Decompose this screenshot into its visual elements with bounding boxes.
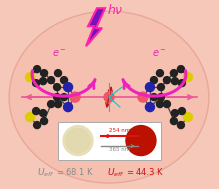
Text: $U_{eff}$: $U_{eff}$ [107,166,125,179]
Circle shape [171,78,178,85]
Circle shape [26,113,35,122]
FancyBboxPatch shape [58,122,161,160]
Circle shape [145,103,154,112]
Circle shape [70,92,80,102]
Ellipse shape [9,11,209,183]
Circle shape [40,78,47,85]
Circle shape [61,77,67,84]
Circle shape [157,84,164,91]
Circle shape [26,73,35,82]
Circle shape [41,70,48,77]
Text: 254 nm: 254 nm [109,129,130,133]
Text: $e^-$: $e^-$ [52,48,67,59]
Circle shape [156,70,163,77]
Circle shape [170,70,177,77]
Circle shape [177,66,184,73]
Circle shape [64,83,72,92]
Circle shape [54,84,61,91]
Circle shape [66,129,90,153]
Text: $U_{eff}$: $U_{eff}$ [37,166,55,179]
Text: $h\nu$: $h\nu$ [107,3,124,17]
Circle shape [138,92,148,102]
Circle shape [171,110,178,117]
Circle shape [150,77,157,84]
Text: $= 44.3\ \mathrm{K}$: $= 44.3\ \mathrm{K}$ [125,166,164,177]
Circle shape [41,118,48,125]
Text: $= 68.1\ \mathrm{K}$: $= 68.1\ \mathrm{K}$ [55,166,94,177]
Circle shape [33,80,40,87]
Circle shape [145,83,154,92]
Circle shape [33,108,40,115]
Circle shape [55,70,62,77]
Circle shape [104,92,114,102]
Circle shape [48,101,55,108]
Circle shape [178,108,185,115]
Circle shape [163,77,170,84]
Circle shape [126,125,156,156]
Circle shape [178,80,185,87]
Circle shape [61,94,67,101]
Text: 365 nm: 365 nm [109,147,130,152]
Circle shape [156,101,163,108]
Circle shape [63,125,93,156]
Circle shape [48,77,55,84]
Circle shape [184,73,193,82]
Circle shape [157,94,164,101]
Circle shape [64,103,72,112]
Circle shape [55,101,62,108]
Circle shape [34,122,41,129]
Polygon shape [86,8,105,46]
Circle shape [170,118,177,125]
Circle shape [40,110,47,117]
Text: $e^-$: $e^-$ [152,48,167,59]
Circle shape [34,66,41,73]
Circle shape [177,122,184,129]
Circle shape [150,94,157,101]
Circle shape [54,94,61,101]
Circle shape [163,101,170,108]
Circle shape [184,113,193,122]
